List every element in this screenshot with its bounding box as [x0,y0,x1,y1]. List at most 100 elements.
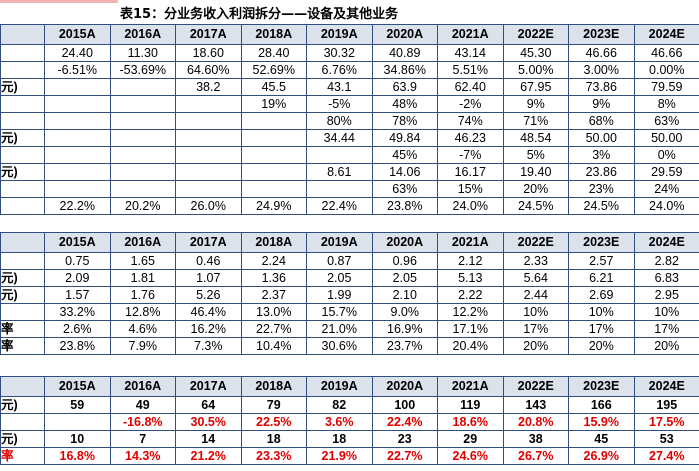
table-cell: 45 [568,430,635,448]
table-cell: 26.7% [502,447,569,465]
table-cell: 10% [568,303,635,321]
table-cell: 21.0% [306,320,373,338]
table-cell [109,146,176,164]
year-header: 2021A [437,24,504,45]
table-cell: 18.60 [175,44,242,62]
table-cell: 17.5% [633,413,699,431]
year-header: 2018A [240,24,307,45]
table-cell: 30.5% [175,413,242,431]
table-cell: 2.6% [44,320,111,338]
row-label [0,180,45,198]
table-row: 元) 10 7 14 18 18 23 29 38 45 53 [0,430,699,448]
table-cell: 45.30 [502,44,569,62]
table-cell [44,129,111,147]
table-cell: 1.07 [175,269,242,287]
table-cell: 22.2% [44,197,111,215]
table-cell: 2.69 [568,286,635,304]
table-cell [44,413,111,431]
row-label: 元) [0,78,45,96]
table-cell: 2.33 [502,252,569,270]
table-cell: 74% [437,112,504,130]
table-cell: 6.83 [633,269,699,287]
header-row: 2015A 2016A 2017A 2018A 2019A 2020A 2021A 2022E… [0,232,699,253]
table-cell [44,146,111,164]
table-cell: 7.9% [109,337,176,355]
year-header: 2017A [175,376,242,397]
table-cell: 6.21 [568,269,635,287]
table-cell: 2.37 [240,286,307,304]
row-label [0,232,45,253]
year-header: 2024E [633,232,699,253]
table-cell: 0.75 [44,252,111,270]
year-header: 2024E [633,376,699,397]
table-cell: 166 [568,396,635,414]
table-cell: 15.7% [306,303,373,321]
row-label [0,252,45,270]
table-cell: 21.9% [306,447,373,465]
table-cell: 18.6% [437,413,504,431]
table-cell: 45% [371,146,438,164]
table-cell: 20.2% [109,197,176,215]
table-cell: -2% [437,95,504,113]
table-cell [240,129,307,147]
table-cell: 7 [109,430,176,448]
table-cell: 1.99 [306,286,373,304]
table-cell: 14.3% [109,447,176,465]
table-cell: 79.59 [633,78,699,96]
table-cell: 67.95 [502,78,569,96]
table-cell [175,146,242,164]
table-cell: 1.76 [109,286,176,304]
table-cell: 2.57 [568,252,635,270]
table-cell [109,129,176,147]
year-header: 2019A [306,376,373,397]
table-cell [109,163,176,181]
table-cell: 21.2% [175,447,242,465]
table-cell: 19.40 [502,163,569,181]
table-cell: 16.8% [44,447,111,465]
table-cell: 29 [437,430,504,448]
table-cell: 2.05 [371,269,438,287]
table-cell: 119 [437,396,504,414]
table-cell: 63.9 [371,78,438,96]
table-cell: 2.95 [633,286,699,304]
table-cell: 52.69% [240,61,307,79]
table-cell: 43.1 [306,78,373,96]
table-cell: 24.5% [502,197,569,215]
table-cell: 22.7% [371,447,438,465]
table-cell: 53 [633,430,699,448]
table-row: 19% -5% 48% -2% 9% 9% 8% [0,95,699,113]
table-cell: 143 [502,396,569,414]
table-cell: 79 [240,396,307,414]
year-header: 2016A [109,24,176,45]
table-cell: 20% [502,180,569,198]
table-cell: 12.8% [109,303,176,321]
table-cell: 24% [633,180,699,198]
table-cell: 48% [371,95,438,113]
table-cell: 17% [502,320,569,338]
table-cell: 2.22 [437,286,504,304]
table-cell: 62.40 [437,78,504,96]
table-cell: 4.6% [109,320,176,338]
table-cell: 17.1% [437,320,504,338]
table-cell: 23.7% [371,337,438,355]
table-row: 24.40 11.30 18.60 28.40 30.32 40.89 43.14 45.30… [0,44,699,62]
year-header: 2020A [371,376,438,397]
table-cell: 59 [44,396,111,414]
table-cell: 23.8% [371,197,438,215]
year-header: 2016A [109,376,176,397]
table-cell: 1.57 [44,286,111,304]
table-cell: 30.32 [306,44,373,62]
table-cell [44,112,111,130]
table-cell [175,163,242,181]
year-header: 2016A [109,232,176,253]
row-label: 元) [0,286,45,304]
table-cell: 3.6% [306,413,373,431]
table-cell: 34.44 [306,129,373,147]
top-decoration-bar [0,0,118,3]
table-row: 22.2% 20.2% 26.0% 24.9% 22.4% 23.8% 24.0% 24.5%… [0,197,699,215]
table-cell: 16.17 [437,163,504,181]
table-cell [175,180,242,198]
table-cell: 14.06 [371,163,438,181]
row-label [0,112,45,130]
table-cell: 64 [175,396,242,414]
